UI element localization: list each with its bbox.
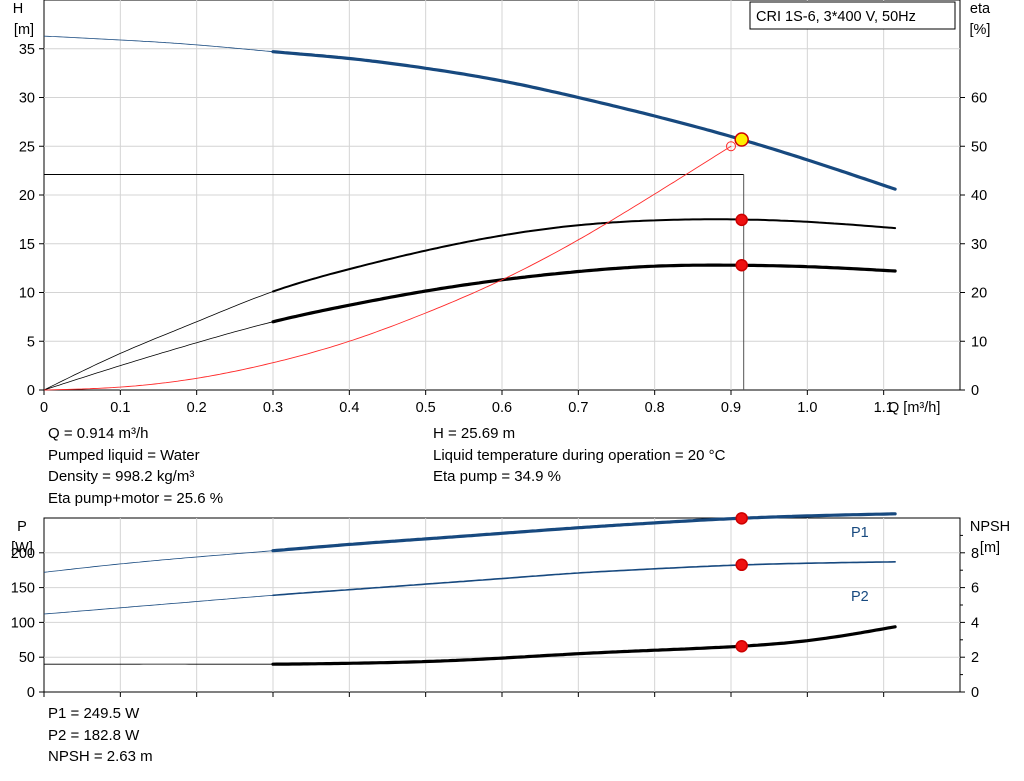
result-density: Density = 998.2 kg/m³	[48, 468, 195, 485]
left-tick-label: 20	[19, 188, 35, 204]
left-tick-label: 10	[19, 286, 35, 302]
p2-series-label: P2	[851, 589, 869, 605]
head-axis-unit: [m]	[14, 22, 34, 38]
left-tick-label: 50	[19, 650, 35, 666]
power-axis-unit: [W]	[11, 540, 33, 556]
left-tick-label: 15	[19, 237, 35, 253]
right-tick-label: 0	[971, 685, 979, 701]
power-axis-label: P	[17, 519, 27, 535]
series-1	[43, 213, 897, 391]
duty-results-left: Q = 0.914 m³/h Pumped liquid = Water Den…	[48, 423, 223, 509]
x-tick-label: 0.1	[110, 400, 130, 416]
operating-point-marker	[735, 213, 748, 227]
x-tick-label: 0.6	[492, 400, 512, 416]
npsh-axis-unit: [m]	[980, 540, 1000, 556]
operating-point-marker	[726, 141, 736, 152]
x-tick-label: 0.8	[645, 400, 665, 416]
series-line	[43, 145, 732, 391]
series-extension-line	[43, 291, 274, 391]
right-tick-label: 50	[971, 139, 987, 155]
performance-chart: 0 5 10 15 20 25 30 35 0 10 20 30 40 50 60 0 0.1 0.2 0.3 0.4…	[13, 0, 991, 416]
series-0	[43, 512, 897, 573]
pump-title: CRI 1S-6, 3*400 V, 50Hz	[756, 9, 916, 25]
left-tick-label: 5	[27, 334, 35, 350]
x-tick-label: 0.5	[416, 400, 436, 416]
series-extension-line	[43, 594, 274, 615]
x-tick-label: 0.9	[721, 400, 741, 416]
operating-point-marker	[735, 558, 748, 572]
series-line	[271, 263, 897, 324]
left-tick-label: 150	[11, 581, 35, 597]
eta-axis-label: eta	[970, 1, 991, 17]
right-tick-label: 30	[971, 237, 987, 253]
x-tick-label: 0.4	[339, 400, 359, 416]
performance-tick-labels: 0 5 10 15 20 25 30 35 0 10 20 30 40 50 60 0 0.1 0.2 0.3 0.4…	[19, 42, 987, 416]
operating-point-marker	[735, 258, 748, 272]
series-line	[271, 50, 897, 191]
right-tick-label: 6	[971, 581, 979, 597]
operating-point-marker	[734, 132, 749, 147]
x-tick-label: 0.3	[263, 400, 283, 416]
power-results: P1 = 249.5 W P2 = 182.8 W NPSH = 2.63 m	[48, 703, 153, 768]
x-tick-label: 1.1	[874, 400, 894, 416]
right-tick-label: 40	[971, 188, 987, 204]
result-eta-pump: Eta pump = 34.9 %	[433, 468, 561, 485]
series-1	[43, 558, 896, 615]
right-tick-label: 10	[971, 334, 987, 350]
series-line	[272, 218, 897, 293]
series-line	[272, 561, 896, 597]
x-tick-label: 0	[40, 400, 48, 416]
series-line	[271, 512, 897, 553]
eta-axis-unit: [%]	[970, 22, 991, 38]
result-p1: P1 = 249.5 W	[48, 705, 140, 722]
series-0	[43, 35, 897, 191]
flow-axis-label: Q [m³/h]	[888, 400, 940, 416]
power-npsh-chart: 0 50 100 150 200 0 2 4 6 8 P [W] NPSH [m] P1 P2	[11, 512, 1010, 701]
p1-series-label: P1	[851, 525, 869, 541]
right-tick-label: 0	[971, 383, 979, 399]
left-tick-label: 0	[27, 383, 35, 399]
left-tick-label: 200	[11, 546, 35, 562]
title-box: CRI 1S-6, 3*400 V, 50Hz	[749, 1, 956, 30]
left-tick-label: 30	[19, 91, 35, 107]
series-2	[43, 258, 897, 391]
result-eta-pump-motor: Eta pump+motor = 25.6 %	[48, 489, 224, 507]
right-tick-label: 4	[971, 615, 979, 631]
left-tick-label: 0	[27, 685, 35, 701]
result-p2: P2 = 182.8 W	[48, 726, 140, 744]
x-tick-label: 1.0	[797, 400, 817, 416]
duty-results-right: H = 25.69 m Liquid temperature during op…	[433, 423, 725, 488]
right-tick-label: 8	[971, 546, 979, 562]
right-tick-label: 60	[971, 91, 987, 107]
power-npsh-series	[43, 512, 897, 666]
result-flow: Q = 0.914 m³/h	[48, 425, 149, 442]
npsh-axis-label: NPSH	[970, 519, 1010, 535]
result-liquid-temperature: Liquid temperature during operation = 20…	[433, 446, 726, 464]
right-tick-label: 20	[971, 286, 987, 302]
series-3	[43, 141, 736, 391]
duty-point-reference-lines	[44, 174, 745, 390]
result-head: H = 25.69 m	[433, 425, 516, 442]
right-tick-label: 2	[971, 650, 979, 666]
operating-point-marker	[735, 639, 748, 653]
head-axis-label: H	[13, 1, 23, 17]
result-pumped-liquid: Pumped liquid = Water	[48, 446, 200, 464]
operating-point-marker	[735, 512, 748, 525]
series-extension-line	[43, 550, 274, 573]
series-extension-line	[43, 35, 274, 53]
x-tick-label: 0.7	[568, 400, 588, 416]
x-tick-label: 0.2	[187, 400, 207, 416]
series-line	[271, 625, 897, 666]
left-tick-label: 35	[19, 42, 35, 58]
performance-series	[43, 35, 897, 391]
result-npsh: NPSH = 2.63 m	[48, 748, 153, 765]
series-extension-line	[43, 321, 274, 391]
series-2	[44, 625, 897, 666]
performance-grid	[44, 0, 960, 390]
power-npsh-tick-labels: 0 50 100 150 200 0 2 4 6 8	[11, 534, 979, 701]
left-tick-label: 25	[19, 139, 35, 155]
left-tick-label: 100	[11, 615, 35, 631]
